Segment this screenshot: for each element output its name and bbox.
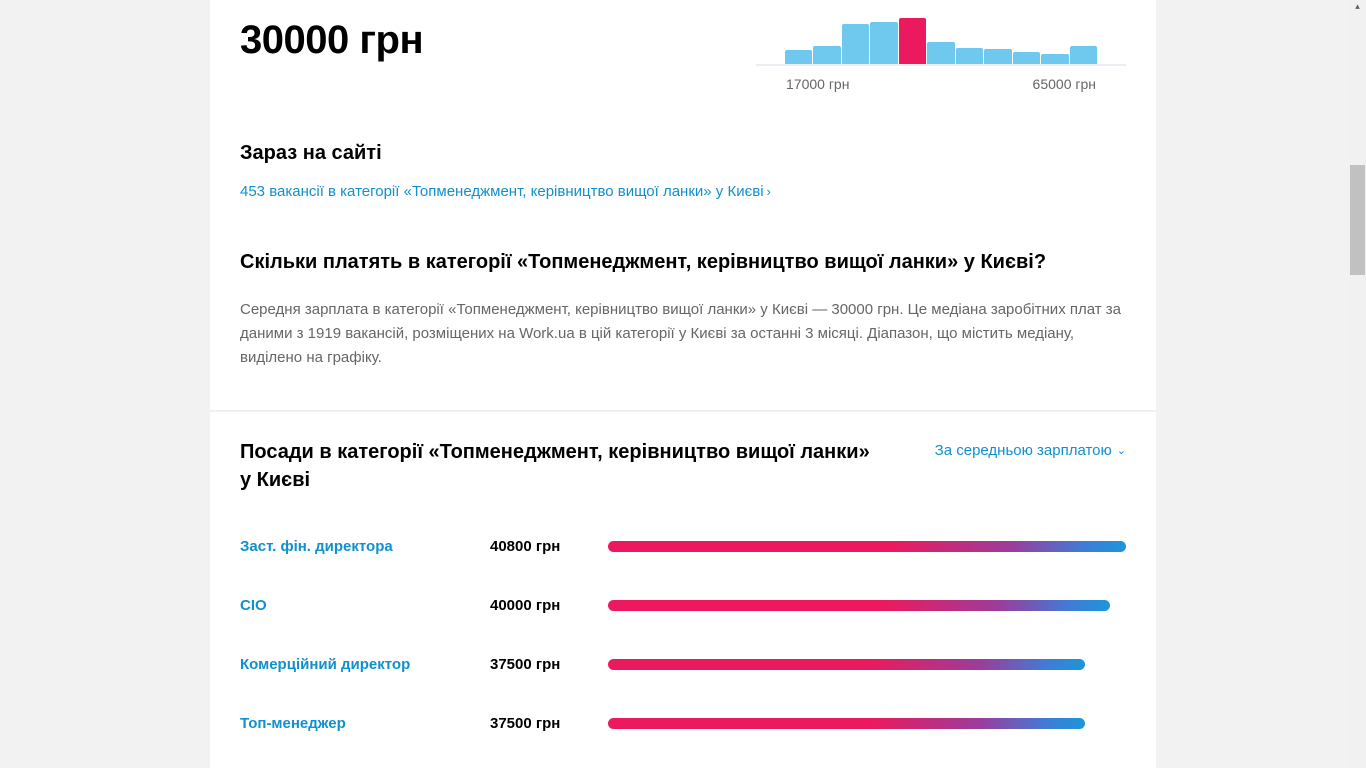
position-bar-track	[608, 600, 1126, 611]
now-on-site-heading: Зараз на сайті	[240, 142, 1126, 165]
positions-header: Посади в категорії «Топменеджмент, керів…	[240, 438, 1126, 494]
histogram-bar	[813, 46, 840, 64]
position-bar-track	[608, 659, 1126, 670]
histogram-bar	[956, 48, 983, 64]
position-salary: 40000 грн	[490, 597, 608, 614]
chevron-down-icon: ⌄	[1117, 444, 1126, 457]
position-bar	[608, 541, 1126, 552]
position-row: Заст. фін. директора40800 грн	[240, 538, 1126, 555]
positions-heading: Посади в категорії «Топменеджмент, керів…	[240, 438, 880, 494]
histogram-bar	[927, 42, 954, 64]
position-salary: 37500 грн	[490, 656, 608, 673]
position-link[interactable]: Топ-менеджер	[240, 715, 490, 732]
histogram-bar	[1070, 46, 1097, 64]
sort-dropdown[interactable]: За середньою зарплатою ⌄	[935, 442, 1126, 459]
histogram-right-label: 65000 грн	[1033, 76, 1096, 92]
histogram-bar	[899, 18, 926, 64]
histogram-bar	[984, 49, 1011, 64]
top-row: 30000 грн 17000 грн 65000 грн	[240, 0, 1126, 92]
position-row: CIO40000 грн	[240, 597, 1126, 614]
scrollbar-thumb[interactable]	[1350, 165, 1365, 275]
scroll-up-icon[interactable]: ▴	[1351, 0, 1364, 13]
histogram-left-label: 17000 грн	[786, 76, 849, 92]
how-much-paragraph: Середня зарплата в категорії «Топменеджм…	[240, 298, 1126, 370]
position-bar-track	[608, 718, 1126, 729]
position-link[interactable]: CIO	[240, 597, 490, 614]
position-salary: 37500 грн	[490, 715, 608, 732]
histogram-bar	[1041, 54, 1068, 64]
position-bar-track	[608, 541, 1126, 552]
histogram-bar	[842, 24, 869, 64]
position-salary: 40800 грн	[490, 538, 608, 555]
positions-list: Заст. фін. директора40800 грн CIO40000 гр…	[240, 538, 1126, 732]
histogram-labels: 17000 грн 65000 грн	[756, 66, 1126, 92]
histogram-bar	[785, 50, 812, 64]
position-row: Комерційний директор37500 грн	[240, 656, 1126, 673]
histogram-bar	[870, 22, 897, 64]
chevron-right-icon: ›	[767, 184, 771, 199]
vacancies-link[interactable]: 453 вакансії в категорії «Топменеджмент,…	[240, 183, 771, 200]
position-link[interactable]: Заст. фін. директора	[240, 538, 490, 555]
content-card: 30000 грн 17000 грн 65000 грн Зараз на с…	[210, 0, 1156, 768]
scrollbar-track[interactable]: ▴	[1349, 0, 1366, 768]
median-salary: 30000 грн	[240, 18, 423, 63]
position-bar	[608, 600, 1110, 611]
histogram-bar	[1013, 52, 1040, 64]
position-bar	[608, 718, 1085, 729]
position-bar	[608, 659, 1085, 670]
sort-label: За середньою зарплатою	[935, 442, 1112, 459]
vacancies-link-text: 453 вакансії в категорії «Топменеджмент,…	[240, 183, 764, 200]
how-much-heading: Скільки платять в категорії «Топменеджме…	[240, 249, 1126, 276]
position-row: Топ-менеджер37500 грн	[240, 715, 1126, 732]
salary-histogram: 17000 грн 65000 грн	[756, 18, 1126, 92]
divider	[210, 410, 1156, 412]
position-link[interactable]: Комерційний директор	[240, 656, 490, 673]
